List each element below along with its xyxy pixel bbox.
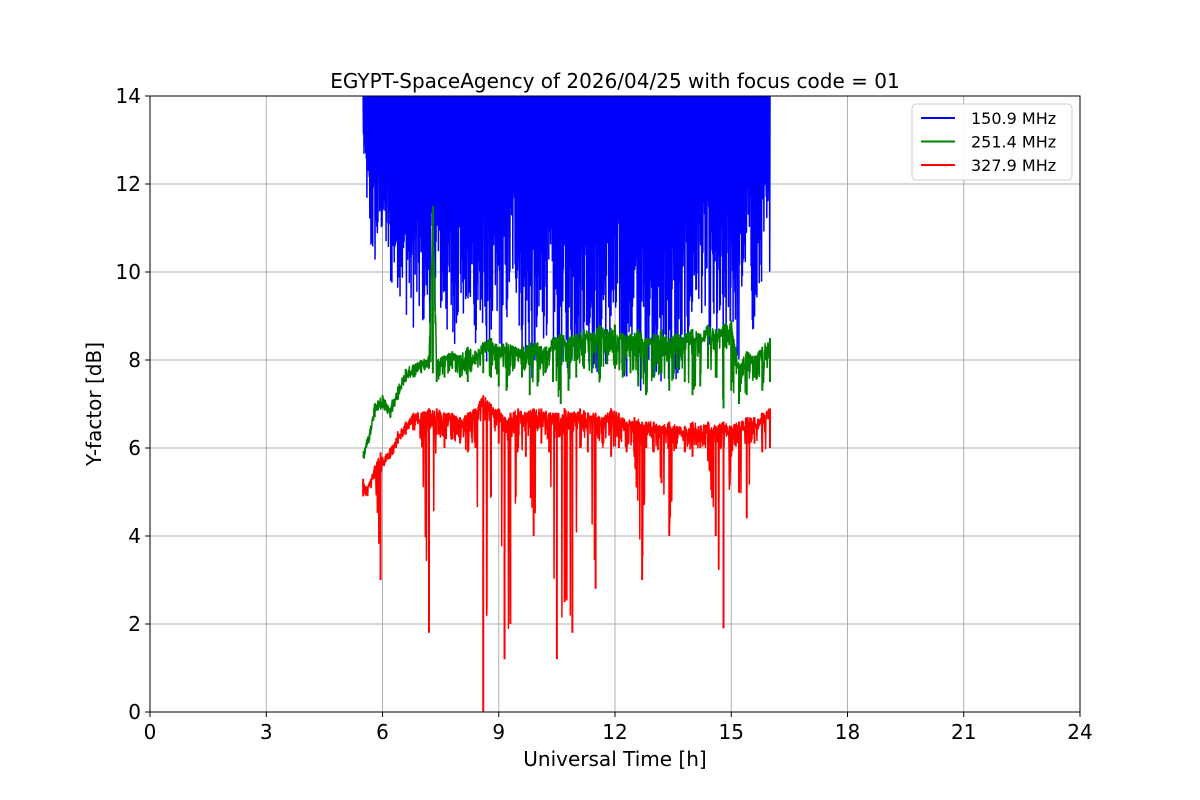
x-tick-label: 21 bbox=[951, 720, 976, 744]
x-tick-label: 12 bbox=[602, 720, 627, 744]
legend: 150.9 MHz 251.4 MHz 327.9 MHz bbox=[911, 103, 1073, 181]
y-tick-label: 14 bbox=[116, 84, 141, 108]
x-tick-label: 9 bbox=[492, 720, 505, 744]
y-tick-label: 6 bbox=[128, 436, 141, 460]
legend-label: 251.4 MHz bbox=[971, 133, 1056, 152]
x-tick-label: 0 bbox=[144, 720, 157, 744]
y-tick-label: 8 bbox=[128, 348, 141, 372]
y-tick-label: 10 bbox=[116, 260, 141, 284]
series-trace bbox=[362, 208, 771, 459]
x-tick-label: 18 bbox=[835, 720, 860, 744]
x-tick-label: 15 bbox=[719, 720, 744, 744]
y-tick-label: 4 bbox=[128, 524, 141, 548]
chart-title: EGYPT-SpaceAgency of 2026/04/25 with foc… bbox=[330, 69, 899, 93]
legend-label: 150.9 MHz bbox=[971, 109, 1056, 128]
series-150-9-mhz bbox=[362, 96, 771, 391]
x-tick-label: 6 bbox=[376, 720, 389, 744]
series-327-9-mhz bbox=[362, 395, 771, 712]
y-axis-label: Y-factor [dB] bbox=[82, 342, 106, 467]
series-251-4-mhz bbox=[362, 206, 771, 459]
y-tick-label: 12 bbox=[116, 172, 141, 196]
legend-box bbox=[911, 103, 1073, 181]
series-trace bbox=[362, 96, 771, 391]
legend-label: 327.9 MHz bbox=[971, 156, 1056, 175]
x-tick-label: 3 bbox=[260, 720, 273, 744]
series-layer bbox=[362, 96, 771, 712]
x-axis-label: Universal Time [h] bbox=[523, 747, 706, 771]
y-tick-label: 2 bbox=[128, 612, 141, 636]
x-tick-label: 24 bbox=[1067, 720, 1092, 744]
y-tick-label: 0 bbox=[128, 700, 141, 724]
series-trace bbox=[362, 397, 771, 652]
